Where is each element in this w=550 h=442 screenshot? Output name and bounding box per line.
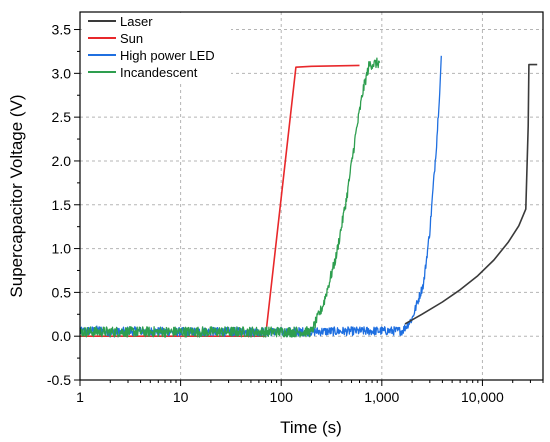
x-axis-title: Time (s) [280,418,342,437]
y-axis-title: Supercapacitor Voltage (V) [7,94,26,297]
y-tick-label: 1.5 [52,197,72,213]
series-line-laser [404,63,538,325]
y-tick-label: 2.5 [52,109,72,125]
y-tick-label: 1.0 [52,241,72,257]
legend-label: Incandescent [120,65,198,80]
data-series [79,55,538,338]
y-tick-label: 3.5 [52,22,72,38]
y-tick-label: 0.5 [52,284,72,300]
legend-label: Sun [120,31,143,46]
x-tick-label: 100 [270,389,294,405]
series-line-sun [80,64,360,338]
x-tick-label: 1,000 [364,389,399,405]
x-tick-label: 1 [76,389,84,405]
x-tick-label: 10,000 [461,389,504,405]
x-tick-label: 10 [173,389,189,405]
legend-box [82,13,231,82]
y-tick-label: -0.5 [47,372,71,388]
series-line-incandescent [79,57,381,338]
axis-ticks: 1 10 100 1,000 10,000 -0.5 0.0 0.5 1.0 1.5 2.0 2.5 3… [47,22,544,405]
y-tick-label: 3.0 [52,65,72,81]
y-tick-label: 2.0 [52,153,72,169]
legend-label: Laser [120,14,153,29]
legend: Laser Sun High power LED Incandescent [82,13,231,82]
legend-label: High power LED [120,48,215,63]
y-tick-label: 0.0 [52,328,72,344]
